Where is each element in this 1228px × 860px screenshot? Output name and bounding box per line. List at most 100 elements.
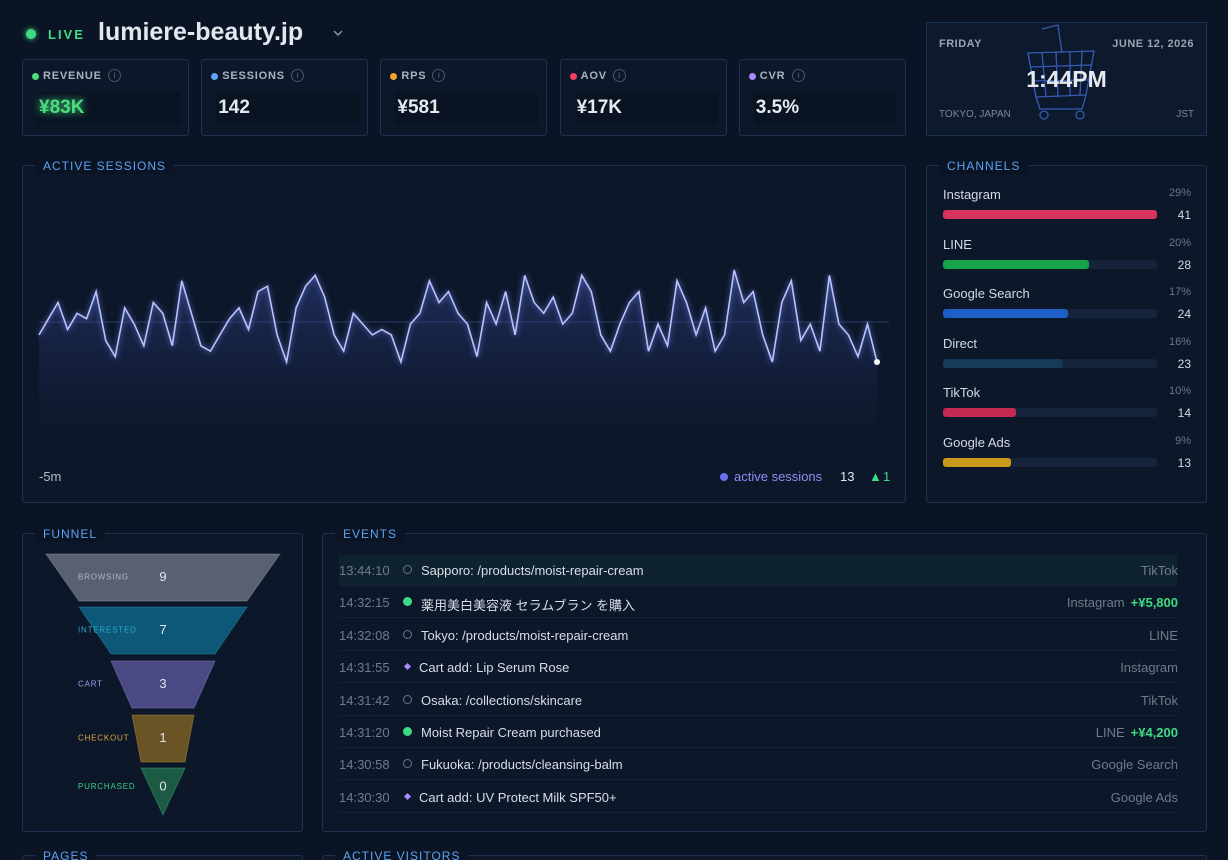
info-icon[interactable]: i: [108, 69, 121, 82]
panel-title: ACTIVE SESSIONS: [35, 158, 175, 174]
funnel-label: CART: [78, 680, 103, 689]
funnel-stage: [110, 660, 216, 709]
metric-card: REVENUE i ¥83K: [22, 59, 189, 136]
info-icon[interactable]: i: [432, 69, 446, 82]
live-status: LIVE: [48, 27, 85, 42]
metric-label: CVR: [759, 70, 786, 82]
event-time: 14:32:08: [339, 627, 390, 643]
channel-count: 24: [1177, 307, 1191, 321]
channel-share: 17%: [1168, 286, 1191, 298]
funnel-label: BROWSING: [78, 573, 129, 582]
info-icon[interactable]: i: [291, 69, 305, 82]
metric-value-box: [395, 92, 539, 125]
channel-name: TikTok: [943, 385, 981, 400]
event-time: 14:31:42: [339, 692, 390, 708]
panel-title: PAGES: [35, 848, 97, 860]
event-text: Moist Repair Cream purchased: [421, 725, 601, 740]
event-amount: +¥5,800: [1130, 595, 1178, 611]
event-time: 14:30:58: [339, 757, 390, 773]
event-row-bg: [339, 717, 1177, 748]
clock-date: JUNE 12, 2026: [1112, 38, 1194, 50]
sessions-chart: [38, 269, 889, 446]
event-text: Fukuoka: /products/cleansing-balm: [421, 757, 623, 773]
event-source: LINE: [1149, 627, 1178, 643]
visitors-panel: ACTIVE VISITORS: [322, 848, 1207, 860]
event-text: Tokyo: /products/moist-repair-cream: [421, 627, 629, 643]
current-point: [874, 359, 880, 365]
info-icon[interactable]: i: [791, 69, 805, 82]
sessions-area: [39, 270, 877, 446]
metric-value-box: [574, 92, 718, 125]
event-source: TikTok: [1140, 692, 1178, 708]
event-time: 14:31:20: [339, 725, 390, 740]
funnel-stage: [45, 553, 281, 602]
event-source: Instagram: [1120, 660, 1178, 676]
event-source: Google Ads: [1110, 789, 1178, 805]
channel-name: LINE: [943, 236, 972, 252]
events-panel: EVENTS 13:44:10 Sapporo: /products/moist-…: [322, 526, 1207, 832]
legend-label: active sessions: [734, 469, 823, 484]
clock-time: 1:44PM: [1026, 66, 1107, 92]
channel-name: Direct: [943, 335, 977, 351]
channel-bar: [943, 210, 1157, 219]
metric-dot: [390, 73, 398, 80]
channel-track: [943, 408, 1157, 417]
channel-count: 14: [1177, 406, 1191, 420]
channel-share: 29%: [1168, 187, 1191, 199]
channel-name: Google Search: [943, 286, 1030, 301]
metric-dot: [211, 73, 219, 80]
funnel-stage: [140, 767, 186, 817]
event-time: 14:32:15: [339, 595, 390, 611]
funnel-count: 3: [159, 676, 166, 691]
legend-dot: [720, 473, 728, 481]
event-source: Instagram: [1066, 595, 1125, 611]
funnel-count: 9: [159, 569, 166, 584]
event-row-bg: [339, 782, 1177, 813]
metric-value: ¥17K: [576, 97, 623, 118]
metric-value: 3.5%: [755, 97, 800, 118]
metric-card: RPS i ¥581: [380, 59, 548, 136]
event-icon: [403, 727, 412, 736]
metric-card: SESSIONS i 142: [201, 59, 369, 136]
funnel-count: 0: [159, 778, 166, 793]
funnel-label: INTERESTED: [78, 626, 137, 635]
event-row-bg: [339, 749, 1177, 781]
metric-value: 142: [218, 97, 250, 118]
event-row-bg: [339, 555, 1177, 586]
range-label: -5m: [39, 469, 62, 484]
event-time: 14:30:30: [339, 789, 390, 805]
event-text: Sapporo: /products/moist-repair-cream: [421, 563, 644, 578]
info-icon[interactable]: i: [612, 69, 626, 82]
channel-bar: [943, 457, 1011, 467]
event-text: 薬用美白美容液 セラムブラン を購入: [421, 598, 636, 614]
event-source: Google Search: [1091, 757, 1178, 773]
channel-share: 9%: [1175, 434, 1191, 447]
channel-name: Instagram: [943, 187, 1001, 202]
cart-illustration: [1027, 24, 1095, 120]
funnel-label: CHECKOUT: [78, 734, 129, 743]
pages-panel: PAGES: [22, 848, 303, 860]
channel-share: 16%: [1168, 335, 1191, 348]
event-meta: LINE +¥4,200: [1096, 725, 1178, 740]
channel-name: Google Ads: [943, 434, 1011, 450]
metric-card: CVR i 3.5%: [738, 59, 906, 136]
event-icon: [403, 597, 412, 607]
event-text: Osaka: /collections/skincare: [421, 692, 583, 708]
event-row-bg: [339, 620, 1177, 651]
metric-label: SESSIONS: [222, 70, 285, 82]
event-meta: Instagram +¥5,800: [1067, 595, 1178, 610]
site-chevron[interactable]: [332, 28, 344, 38]
channel-count: 41: [1177, 208, 1191, 222]
metric-label: REVENUE: [43, 70, 102, 82]
metric-value: ¥83K: [39, 97, 85, 118]
metric-dot: [569, 73, 577, 80]
event-row-bg: [339, 685, 1177, 716]
clock-card: FRIDAY JUNE 12, 2026 1:44PM TOKYO, JAPAN…: [926, 22, 1207, 136]
channel-bar: [943, 408, 1017, 417]
event-meta: Google Search: [1091, 757, 1178, 772]
funnel-chart: BROWSING 9 INTERESTED 7 CART 3 CHECKOUT 1 PURCHA…: [45, 553, 281, 817]
event-icon: [403, 629, 412, 639]
sessions-delta: 1: [883, 469, 891, 484]
site-name[interactable]: lumiere-beauty.jp: [98, 18, 304, 46]
